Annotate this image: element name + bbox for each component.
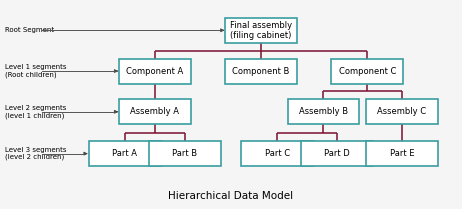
FancyBboxPatch shape xyxy=(89,141,161,166)
Text: Level 3 segments
(level 2 children): Level 3 segments (level 2 children) xyxy=(5,147,66,160)
FancyBboxPatch shape xyxy=(332,59,403,84)
Text: Assembly C: Assembly C xyxy=(377,107,426,116)
FancyBboxPatch shape xyxy=(119,59,190,84)
Text: Root Segment: Root Segment xyxy=(5,27,54,33)
FancyBboxPatch shape xyxy=(241,141,313,166)
Text: Part D: Part D xyxy=(324,149,350,158)
Text: Component A: Component A xyxy=(126,66,183,76)
FancyBboxPatch shape xyxy=(301,141,373,166)
Text: Component B: Component B xyxy=(232,66,290,76)
FancyBboxPatch shape xyxy=(225,18,297,43)
Text: Level 1 segments
(Root children): Level 1 segments (Root children) xyxy=(5,64,66,78)
FancyBboxPatch shape xyxy=(366,141,438,166)
FancyBboxPatch shape xyxy=(119,99,190,124)
FancyBboxPatch shape xyxy=(366,99,438,124)
Text: Hierarchical Data Model: Hierarchical Data Model xyxy=(169,191,293,201)
Text: Part A: Part A xyxy=(112,149,137,158)
Text: Assembly B: Assembly B xyxy=(299,107,348,116)
Text: Level 2 segments
(level 1 children): Level 2 segments (level 1 children) xyxy=(5,105,66,119)
Text: Part E: Part E xyxy=(389,149,414,158)
Text: Final assembly
(filing cabinet): Final assembly (filing cabinet) xyxy=(230,21,292,40)
Text: Part B: Part B xyxy=(172,149,197,158)
Text: Part C: Part C xyxy=(265,149,290,158)
FancyBboxPatch shape xyxy=(287,99,359,124)
Text: Assembly A: Assembly A xyxy=(130,107,179,116)
FancyBboxPatch shape xyxy=(149,141,221,166)
FancyBboxPatch shape xyxy=(225,59,297,84)
Text: Component C: Component C xyxy=(339,66,396,76)
